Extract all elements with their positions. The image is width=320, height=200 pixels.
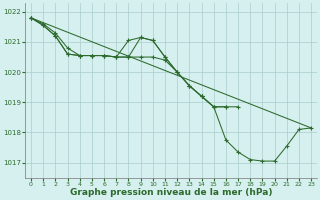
X-axis label: Graphe pression niveau de la mer (hPa): Graphe pression niveau de la mer (hPa) bbox=[70, 188, 272, 197]
